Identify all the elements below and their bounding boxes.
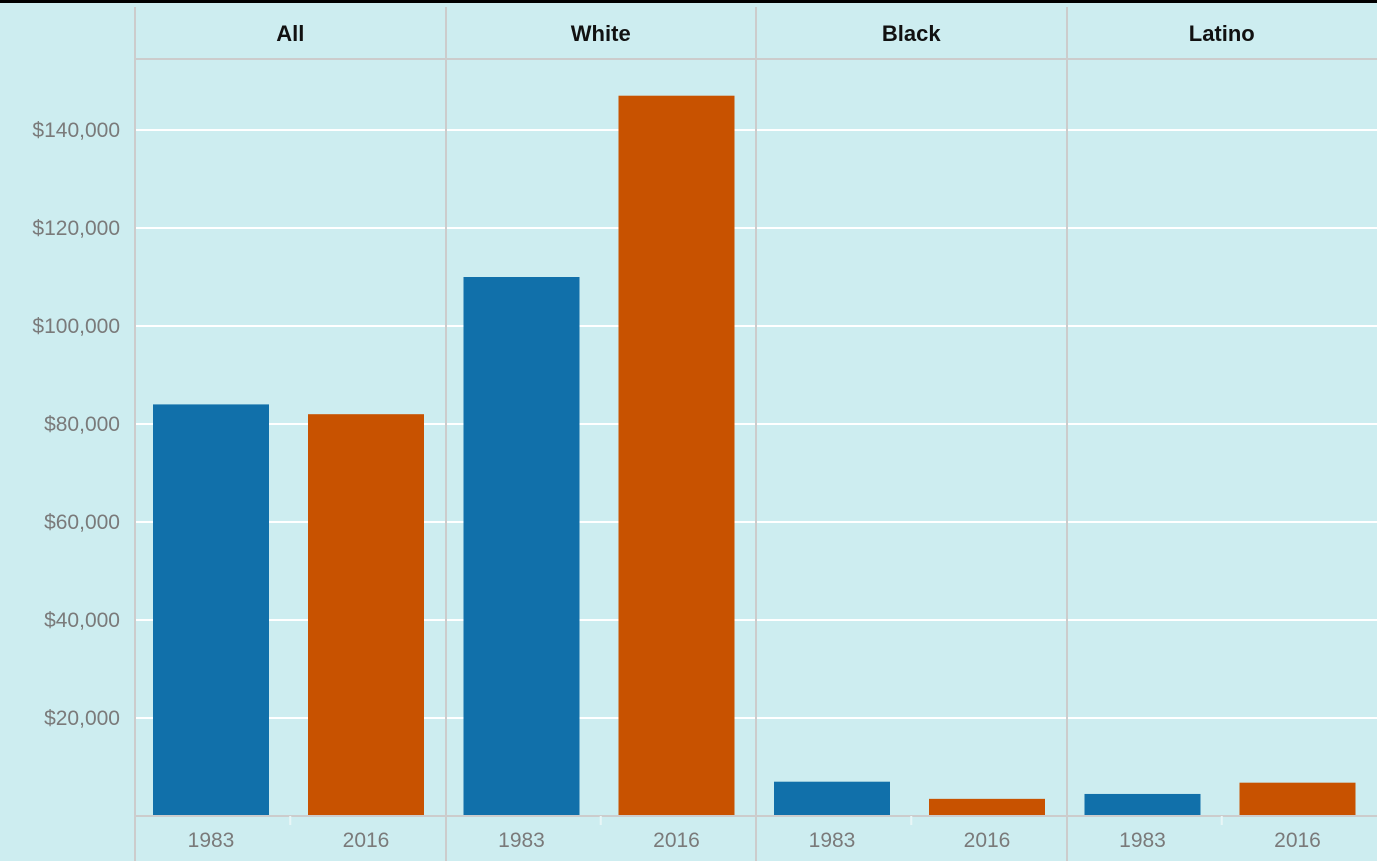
facet-title: All [276,21,304,46]
y-tick-label: $100,000 [32,315,120,338]
bar-1983 [463,277,580,816]
x-tick-label: 2016 [1274,829,1321,852]
labels: $20,000 $40,000 $60,000 $80,000 $100,000 $120… [32,21,1320,852]
bars [153,95,1356,816]
y-tick-label: $120,000 [32,217,120,240]
bar-2016 [308,414,424,816]
x-tick-label: 1983 [809,829,856,852]
x-tick-label: 2016 [964,829,1011,852]
bar-1983 [774,781,890,816]
x-tick-label: 2016 [343,829,390,852]
x-tick-label: 2016 [653,829,700,852]
bar-1983 [153,404,269,816]
x-tick-label: 1983 [498,829,545,852]
y-tick-label: $140,000 [32,119,120,142]
y-tick-label: $40,000 [44,609,120,632]
facet-title: White [571,21,631,46]
bar-2016 [929,798,1045,816]
y-tick-label: $60,000 [44,511,120,534]
y-tick-label: $80,000 [44,413,120,436]
facet-title: Latino [1189,21,1255,46]
bar-1983 [1084,793,1201,816]
x-tick-label: 1983 [1119,829,1166,852]
x-tick-label: 1983 [188,829,235,852]
y-tick-label: $20,000 [44,707,120,730]
bar-2016 [1239,782,1356,816]
panel-dividers [134,7,1377,861]
bar-2016 [618,95,735,816]
facet-title: Black [882,21,941,46]
